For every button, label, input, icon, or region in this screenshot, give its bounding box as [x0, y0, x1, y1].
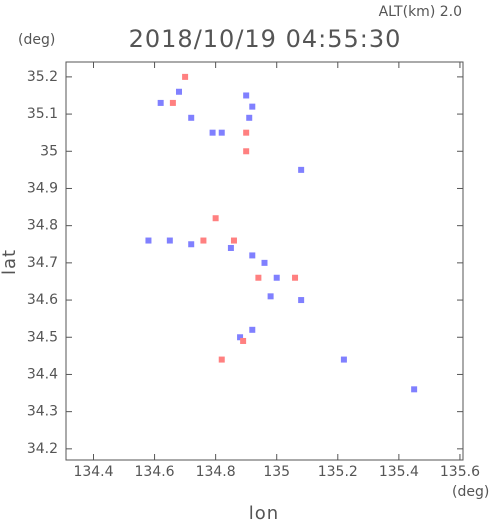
- y-unit: (deg): [18, 32, 55, 48]
- echo-point: [292, 274, 299, 281]
- y-tick-label: 34.8: [27, 218, 58, 234]
- echo-point: [255, 274, 262, 281]
- echo-point: [261, 259, 268, 266]
- echo-point: [249, 326, 256, 333]
- y-tick-label: 34.4: [27, 366, 58, 382]
- echo-point: [218, 129, 225, 136]
- plot-frame: [65, 61, 464, 461]
- y-tick-label: 34.7: [27, 255, 58, 271]
- echo-point: [218, 356, 225, 363]
- echo-point: [227, 244, 234, 251]
- x-tick-label: 134.4: [73, 464, 113, 480]
- echo-point: [157, 99, 164, 106]
- x-tick-label: 135.4: [379, 464, 419, 480]
- echo-point: [340, 356, 347, 363]
- y-tick-label: 35.2: [27, 69, 58, 85]
- echo-point: [298, 166, 305, 173]
- echo-point: [243, 129, 250, 136]
- x-tick-label: 134.8: [196, 464, 236, 480]
- x-tick-label: 135.6: [440, 464, 480, 480]
- echo-point: [273, 274, 280, 281]
- echo-point: [298, 297, 305, 304]
- echo-point: [182, 73, 189, 80]
- echo-point: [230, 237, 237, 244]
- echo-point: [175, 88, 182, 95]
- echo-point: [188, 114, 195, 121]
- echo-point: [200, 237, 207, 244]
- chart-title: 2018/10/19 04:55:30: [129, 25, 402, 53]
- x-tick-label: 135: [263, 464, 290, 480]
- y-tick-label: 35.1: [27, 106, 58, 122]
- echo-point: [240, 337, 247, 344]
- echo-point: [237, 334, 244, 341]
- y-tick-label: 35: [40, 143, 58, 159]
- y-axis-label: lat: [0, 249, 20, 275]
- x-tick-label: 135.2: [318, 464, 358, 480]
- y-tick-label: 34.9: [27, 180, 58, 196]
- echo-point: [246, 114, 253, 121]
- echo-point: [145, 237, 152, 244]
- echo-point: [166, 237, 173, 244]
- y-tick-label: 34.3: [27, 404, 58, 420]
- y-tick-label: 34.2: [27, 441, 58, 457]
- chart-subtitle: ALT(km) 2.0: [379, 4, 462, 20]
- echo-point: [249, 103, 256, 110]
- echo-point: [243, 148, 250, 155]
- echo-point: [209, 129, 216, 136]
- echo-point: [411, 386, 418, 393]
- x-axis-label: lon: [249, 503, 279, 521]
- echo-point: [249, 252, 256, 259]
- x-tick-label: 134.6: [135, 464, 175, 480]
- echo-point: [243, 92, 250, 99]
- echo-point: [267, 293, 274, 300]
- y-tick-label: 34.5: [27, 329, 58, 345]
- x-unit: (deg): [452, 484, 489, 500]
- echo-point: [212, 215, 219, 222]
- echo-point: [188, 241, 195, 248]
- y-tick-label: 34.6: [27, 292, 58, 308]
- echo-point: [169, 99, 176, 106]
